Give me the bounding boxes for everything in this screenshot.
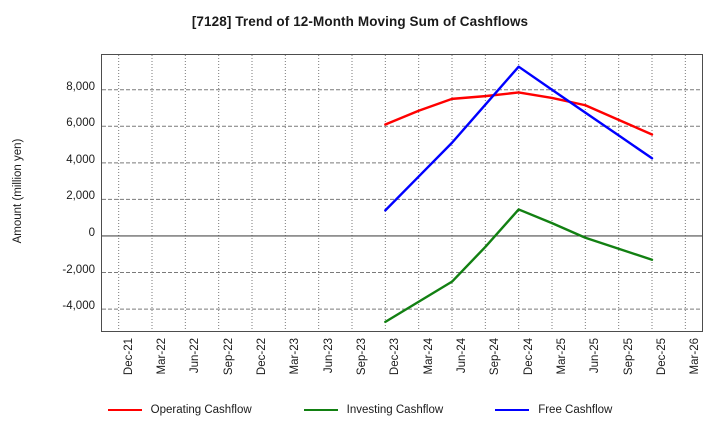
legend-item[interactable]: Free Cashflow [495,404,612,416]
y-tick-label: -4,000 [62,300,95,313]
plot-area [101,54,703,332]
x-tick-label: Mar-26 [689,338,702,375]
x-tick-label: Mar-24 [422,338,435,375]
legend-line-icon [107,409,142,411]
y-tick-label: 2,000 [66,190,95,203]
x-tick-label: Dec-25 [656,338,668,376]
legend-label: Free Cashflow [538,404,613,416]
x-tick-label: Jun-23 [322,338,335,374]
chart-legend: Operating Cashflow Investing Cashflow Free… [0,404,720,416]
legend-line-icon [495,409,530,411]
legend-label: Operating Cashflow [150,404,252,416]
legend-item[interactable]: Investing Cashflow [303,404,444,416]
y-tick-label: 8,000 [66,80,95,93]
y-tick-label: -2,000 [62,263,95,276]
y-tick-label: 4,000 [66,153,95,166]
chart-title: [7128] Trend of 12-Month Moving Sum of C… [191,14,529,29]
x-tick-label: Mar-23 [289,338,302,375]
series-line-investing-cashflow [384,208,654,324]
x-tick-label: Dec-23 [389,338,402,376]
x-tick-label: Jun-22 [189,338,202,374]
x-tick-label: Dec-24 [522,338,535,376]
series-line-operating-cashflow [384,91,654,136]
x-tick-label: Sep-23 [356,338,368,376]
x-tick-label: Dec-22 [256,338,268,376]
x-tick-label: Sep-25 [622,338,635,376]
plot-svg [102,55,702,331]
x-tick-label: Sep-22 [222,338,235,376]
legend-label: Investing Cashflow [346,404,444,416]
legend-item[interactable]: Operating Cashflow [107,404,252,416]
y-tick-label: 6,000 [66,117,95,130]
x-tick-label: Mar-25 [556,338,568,375]
y-tick-label: 0 [88,226,95,239]
series-line-free-cashflow [384,65,654,212]
legend-line-icon [303,409,338,411]
x-tick-label: Dec-21 [122,338,135,376]
x-tick-label: Mar-22 [156,338,168,375]
x-tick-label: Sep-24 [489,338,502,376]
x-tick-label: Jun-25 [589,338,602,374]
x-tick-label: Jun-24 [456,338,468,374]
y-axis-tick-labels: -4,000 -2,000 0 2,000 4,000 6,000 8,000 [31,0,95,440]
